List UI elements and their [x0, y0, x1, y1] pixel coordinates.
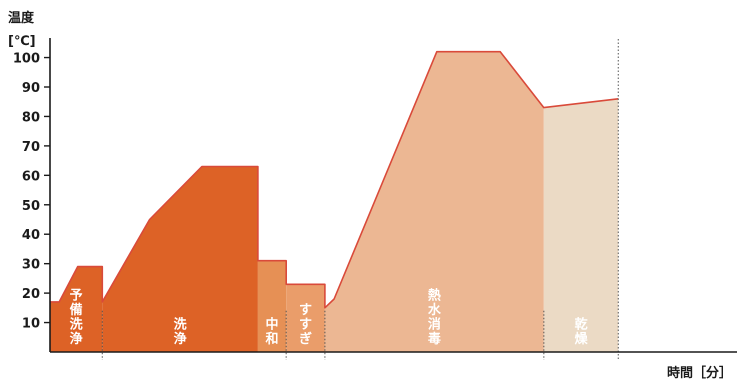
y-axis-title-line1: 温度 [8, 10, 35, 26]
phase-label-3: すすぎ [299, 303, 312, 347]
y-tick-label-70: 70 [22, 140, 40, 155]
y-tick-label-40: 40 [22, 228, 40, 243]
y-tick-label-10: 10 [22, 317, 40, 332]
phase-area-4 [324, 51, 544, 352]
phase-area-2 [257, 260, 287, 352]
y-tick-label-90: 90 [22, 81, 40, 96]
phase-label-1: 洗浄 [174, 317, 187, 348]
y-tick-label-50: 50 [22, 199, 40, 214]
phase-area-1 [102, 166, 258, 352]
y-tick-label-30: 30 [22, 258, 40, 273]
x-axis-title: 時間［分］ [667, 365, 732, 379]
phase-label-2: 中和 [265, 317, 278, 348]
y-axis-title-line2: [℃] [8, 34, 36, 49]
phase-area-5 [543, 98, 619, 352]
phase-label-4: 熱水消毒 [428, 288, 442, 348]
temperature-line [50, 50, 619, 309]
phase-area-3 [286, 284, 325, 352]
y-tick-label-80: 80 [22, 110, 40, 125]
y-tick-label-100: 100 [13, 52, 40, 67]
phase-label-5: 乾燥 [575, 317, 589, 348]
y-tick-label-60: 60 [22, 169, 40, 184]
phase-label-0: 予備洗浄 [70, 289, 83, 348]
phase-area-0 [50, 266, 103, 352]
plot-area: 10 20 30 40 50 60 70 80 90 100 予備洗浄 洗浄 中和 すすぎ 熱水消毒 乾燥 [13, 38, 737, 360]
y-tick-label-20: 20 [22, 287, 40, 302]
